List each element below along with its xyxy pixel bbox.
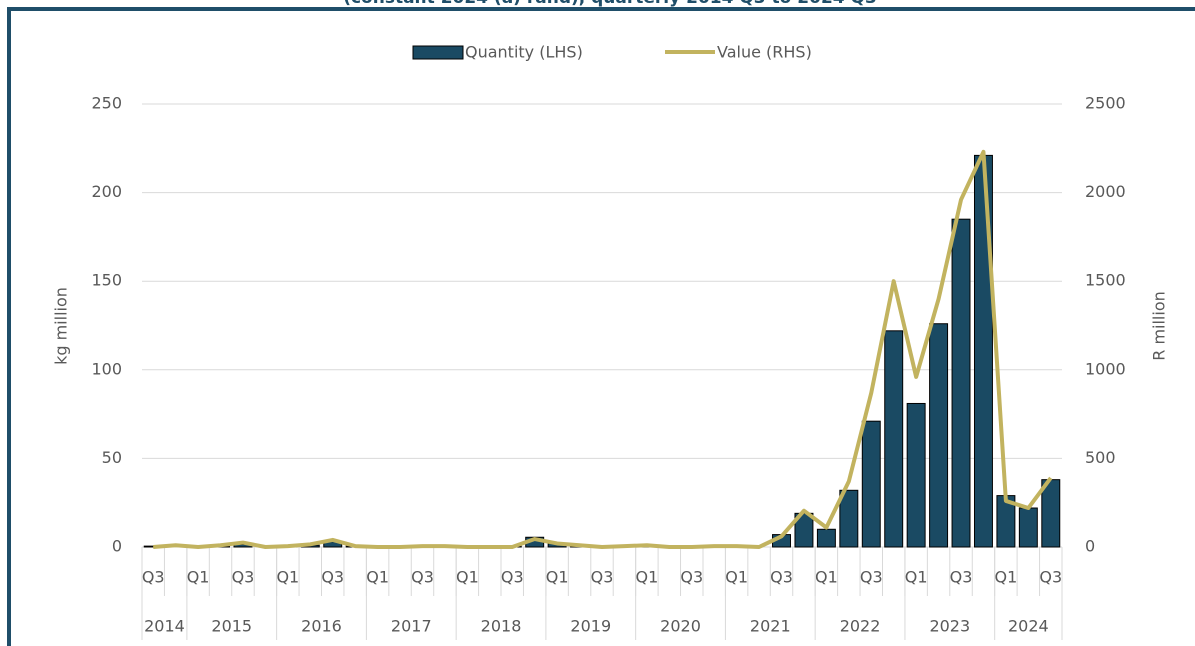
year-label: 2021	[750, 617, 791, 636]
year-label: 2020	[660, 617, 701, 636]
bar	[861, 420, 881, 548]
x-tick-label: Q3	[232, 568, 255, 587]
bar	[1041, 479, 1061, 548]
y2-tick-label: 1000	[1085, 359, 1126, 378]
year-label: 2023	[929, 617, 970, 636]
legend-label: Value (RHS)	[717, 43, 812, 62]
line	[153, 149, 1053, 549]
y-tick-label: 0	[112, 537, 122, 556]
x-tick-label: Q1	[905, 568, 928, 587]
y2-tick-label: 0	[1085, 537, 1095, 556]
frame	[7, 7, 1195, 646]
y2-axis-label: R million	[1150, 291, 1169, 361]
x-tick-label: Q1	[366, 568, 389, 587]
chart-title: (constant 2024 (a) rand), quarterly 2014…	[343, 0, 877, 8]
bar	[839, 489, 859, 548]
y-tick-label: 200	[91, 182, 122, 201]
legend-swatch	[412, 45, 464, 60]
x-tick-label: Q3	[501, 568, 524, 587]
x-tick-label: Q3	[1039, 568, 1062, 587]
x-tick-label: Q1	[187, 568, 210, 587]
year-label: 2018	[481, 617, 522, 636]
bar	[884, 330, 904, 548]
x-tick-label: Q3	[680, 568, 703, 587]
x-tick-label: Q3	[950, 568, 973, 587]
bar	[973, 154, 993, 548]
bar	[906, 402, 926, 548]
year-label: 2015	[211, 617, 252, 636]
legend-label: Quantity (LHS)	[465, 43, 583, 62]
x-tick-label: Q3	[860, 568, 883, 587]
x-tick-label: Q1	[635, 568, 658, 587]
x-tick-label: Q3	[321, 568, 344, 587]
y2-tick-label: 1500	[1085, 271, 1126, 290]
year-label: 2019	[570, 617, 611, 636]
year-label: 2014	[144, 617, 185, 636]
bar	[816, 528, 836, 548]
x-tick-label: Q1	[456, 568, 479, 587]
x-tick-label: Q3	[591, 568, 614, 587]
bar	[929, 323, 949, 548]
y-tick-label: 250	[91, 94, 122, 113]
x-tick-label: Q3	[770, 568, 793, 587]
bar	[1018, 507, 1038, 548]
y2-tick-label: 500	[1085, 448, 1116, 467]
x-tick-label: Q3	[411, 568, 434, 587]
x-tick-label: Q1	[815, 568, 838, 587]
x-tick-label: Q1	[725, 568, 748, 587]
year-label: 2017	[391, 617, 432, 636]
y2-tick-label: 2500	[1085, 94, 1126, 113]
x-tick-label: Q1	[546, 568, 569, 587]
bar	[951, 218, 971, 548]
y-axis-label: kg million	[52, 287, 71, 365]
x-tick-label: Q1	[995, 568, 1018, 587]
y-tick-label: 150	[91, 271, 122, 290]
y-tick-label: 100	[91, 359, 122, 378]
x-tick-label: Q3	[142, 568, 165, 587]
year-label: 2016	[301, 617, 342, 636]
y2-tick-label: 2000	[1085, 182, 1126, 201]
y-tick-label: 50	[102, 448, 122, 467]
year-label: 2022	[840, 617, 881, 636]
x-tick-label: Q1	[276, 568, 299, 587]
year-label: 2024	[1008, 617, 1049, 636]
